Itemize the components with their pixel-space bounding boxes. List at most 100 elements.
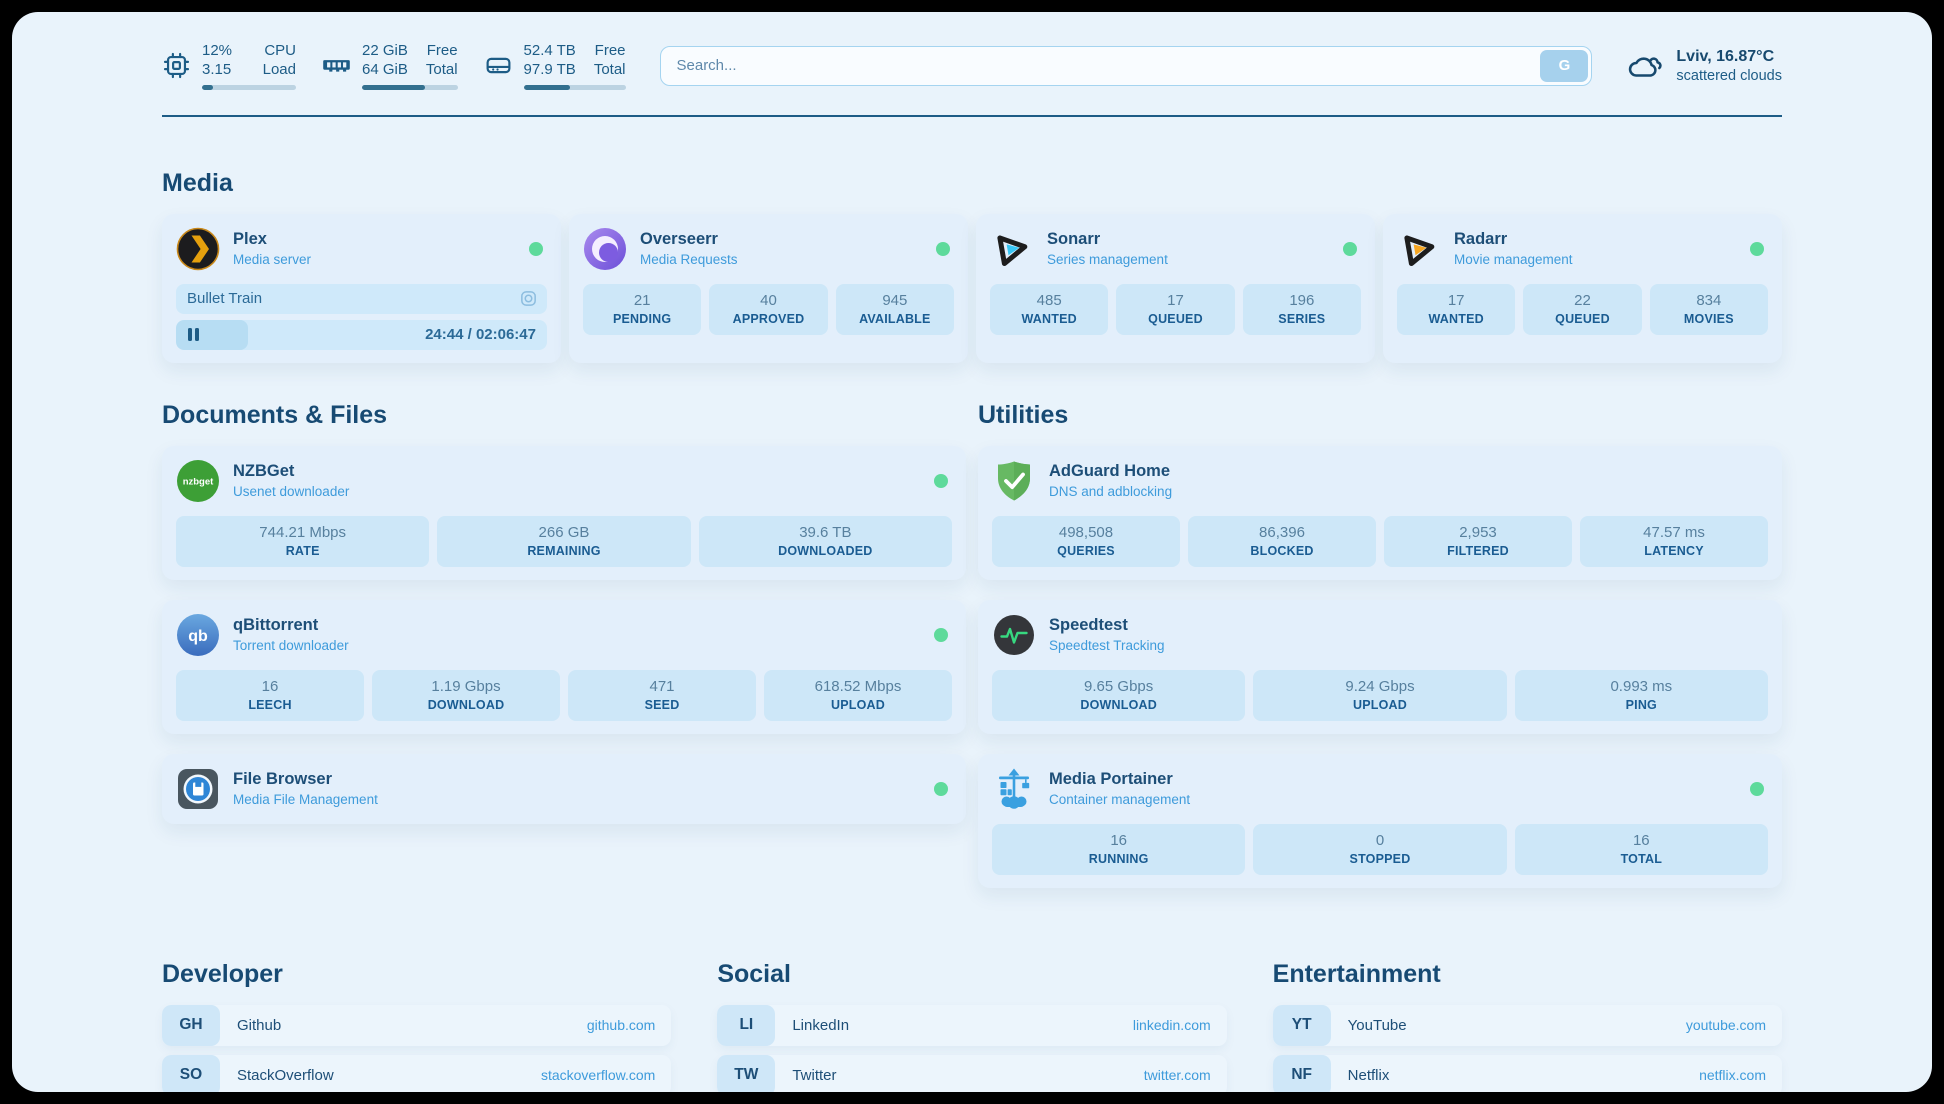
memory-free-value: 22 GiB xyxy=(362,42,408,59)
section-title-media: Media xyxy=(162,168,233,197)
service-card-radarr[interactable]: Radarr Movie management 17 WANTED 22 QUE… xyxy=(1383,213,1782,363)
memory-total-value: 64 GiB xyxy=(362,60,408,78)
disk-monitor: 52.4 TB 97.9 TB Free Total xyxy=(484,42,626,90)
service-name: File Browser xyxy=(233,769,333,788)
resource-monitors: 12% 3.15 CPU Load xyxy=(162,42,626,90)
cpu-usage-label: CPU xyxy=(264,42,296,59)
section-title-social: Social xyxy=(717,959,791,988)
now-playing-title: Bullet Train xyxy=(187,290,263,307)
service-subtitle: Media Requests xyxy=(640,252,738,268)
service-card-speedtest[interactable]: Speedtest Speedtest Tracking 9.65 Gbps D… xyxy=(978,599,1782,734)
bookmark-linkedin[interactable]: LI LinkedIn linkedin.com xyxy=(717,1004,1227,1046)
memory-monitor: 22 GiB 64 GiB Free Total xyxy=(322,42,458,90)
service-subtitle: Container management xyxy=(1049,792,1191,808)
service-subtitle: Series management xyxy=(1047,252,1168,268)
service-name: Media Portainer xyxy=(1049,769,1173,788)
service-subtitle: Torrent downloader xyxy=(233,638,349,654)
stat-tile: 485 WANTED xyxy=(990,283,1109,335)
cpu-monitor: 12% 3.15 CPU Load xyxy=(162,42,296,90)
qbittorrent-icon: qb xyxy=(177,613,219,656)
stat-tile: 266 GB REMAINING xyxy=(437,515,691,567)
ram-icon xyxy=(323,60,350,72)
section-title-developer: Developer xyxy=(162,959,283,988)
disk-free-value: 52.4 TB xyxy=(523,42,576,59)
section-utilities: Utilities AdGuard Home DNS and adblockin… xyxy=(978,401,1782,908)
stat-tile: 17 WANTED xyxy=(1397,283,1516,335)
bookmark-youtube[interactable]: YT YouTube youtube.com xyxy=(1272,1004,1782,1046)
section-social: Social LI LinkedIn linkedin.com TW Twitt… xyxy=(717,959,1227,1092)
service-name: Plex xyxy=(233,229,267,248)
service-card-nzbget[interactable]: nzbget NZBGet Usenet downloader 744.21 M… xyxy=(162,445,966,580)
service-name: qBittorrent xyxy=(233,615,319,634)
overseerr-icon xyxy=(584,227,626,270)
section-entertainment: Entertainment YT YouTube youtube.com NF … xyxy=(1272,960,1782,1092)
stat-tile: 0.993 ms PING xyxy=(1514,669,1768,721)
search-bar: G xyxy=(659,45,1593,86)
stat-tile: 39.6 TB DOWNLOADED xyxy=(698,515,952,567)
status-dot xyxy=(1343,241,1357,256)
cpu-progress-fill xyxy=(202,84,214,90)
stat-tile: 618.52 Mbps UPLOAD xyxy=(764,669,952,721)
bookmark-github[interactable]: GH Github github.com xyxy=(162,1004,672,1046)
service-subtitle: Speedtest Tracking xyxy=(1049,638,1165,654)
memory-total-label: Total xyxy=(425,60,458,78)
section-title-utilities: Utilities xyxy=(978,400,1069,429)
svg-text:nzbget: nzbget xyxy=(183,476,214,487)
service-subtitle: Usenet downloader xyxy=(233,484,350,500)
cloud-icon xyxy=(1629,57,1663,77)
service-card-plex[interactable]: Plex Media server Bullet Train 24:44 / 0… xyxy=(162,213,561,363)
nzbget-icon: nzbget xyxy=(177,459,219,502)
pause-icon xyxy=(188,327,199,341)
playback-progress-bar: 24:44 / 02:06:47 xyxy=(176,319,547,350)
service-card-filebrowser[interactable]: File Browser Media File Management xyxy=(162,753,966,824)
playback-time: 24:44 / 02:06:47 xyxy=(425,326,536,343)
service-card-overseerr[interactable]: Overseerr Media Requests 21 PENDING 40 A… xyxy=(569,213,968,363)
memory-progress-fill xyxy=(362,84,426,90)
svg-text:qb: qb xyxy=(188,628,208,645)
dashboard-page: 12% 3.15 CPU Load xyxy=(12,12,1932,1092)
service-name: AdGuard Home xyxy=(1049,461,1171,480)
stat-tile: 16 TOTAL xyxy=(1514,823,1768,875)
disk-icon xyxy=(486,58,511,74)
search-provider-button[interactable]: G xyxy=(1540,49,1589,82)
weather-condition: scattered clouds xyxy=(1676,67,1782,84)
cpu-progress-bar xyxy=(202,84,296,90)
status-dot xyxy=(934,781,948,796)
stat-tile: 744.21 Mbps RATE xyxy=(176,515,430,567)
stat-tile: 16 RUNNING xyxy=(992,823,1246,875)
memory-free-label: Free xyxy=(426,42,458,59)
sonarr-icon xyxy=(997,234,1028,266)
weather-widget[interactable]: Lviv, 16.87°C scattered clouds xyxy=(1626,48,1782,84)
service-name: Sonarr xyxy=(1047,229,1101,248)
stat-tile: 22 QUEUED xyxy=(1523,283,1642,335)
section-media: Media Plex Media server Bullet Train xyxy=(162,169,1782,363)
service-name: Radarr xyxy=(1454,229,1508,248)
service-name: Speedtest xyxy=(1049,615,1128,634)
service-card-qbittorrent[interactable]: qb qBittorrent Torrent downloader 16 LEE… xyxy=(162,599,966,734)
speedtest-icon xyxy=(994,614,1034,655)
service-card-portainer[interactable]: Media Portainer Container management 16 … xyxy=(978,753,1782,888)
stat-tile: 86,396 BLOCKED xyxy=(1188,515,1376,567)
disk-total-label: Total xyxy=(593,60,626,78)
portainer-icon xyxy=(999,768,1030,809)
cpu-usage-value: 12% xyxy=(202,42,233,59)
status-dot xyxy=(934,473,948,488)
header-divider xyxy=(162,114,1782,117)
search-input[interactable] xyxy=(659,45,1593,86)
stat-tile: 21 PENDING xyxy=(583,283,702,335)
service-card-adguard[interactable]: AdGuard Home DNS and adblocking 498,508 … xyxy=(978,445,1782,580)
service-subtitle: Media server xyxy=(233,252,312,268)
bookmark-stackoverflow[interactable]: SO StackOverflow stackoverflow.com xyxy=(162,1054,672,1092)
cpu-icon xyxy=(163,53,190,79)
player-settings-icon[interactable] xyxy=(519,289,538,308)
bookmark-twitter[interactable]: TW Twitter twitter.com xyxy=(717,1054,1227,1092)
disk-progress-bar xyxy=(523,84,626,90)
status-dot xyxy=(529,241,543,256)
now-playing-row: Bullet Train xyxy=(176,283,547,314)
status-dot xyxy=(1750,781,1764,796)
status-dot xyxy=(934,627,948,642)
bookmark-netflix[interactable]: NF Netflix netflix.com xyxy=(1272,1054,1782,1092)
service-subtitle: Movie management xyxy=(1454,252,1573,268)
stat-tile: 196 SERIES xyxy=(1242,283,1361,335)
service-card-sonarr[interactable]: Sonarr Series management 485 WANTED 17 Q… xyxy=(976,213,1375,363)
